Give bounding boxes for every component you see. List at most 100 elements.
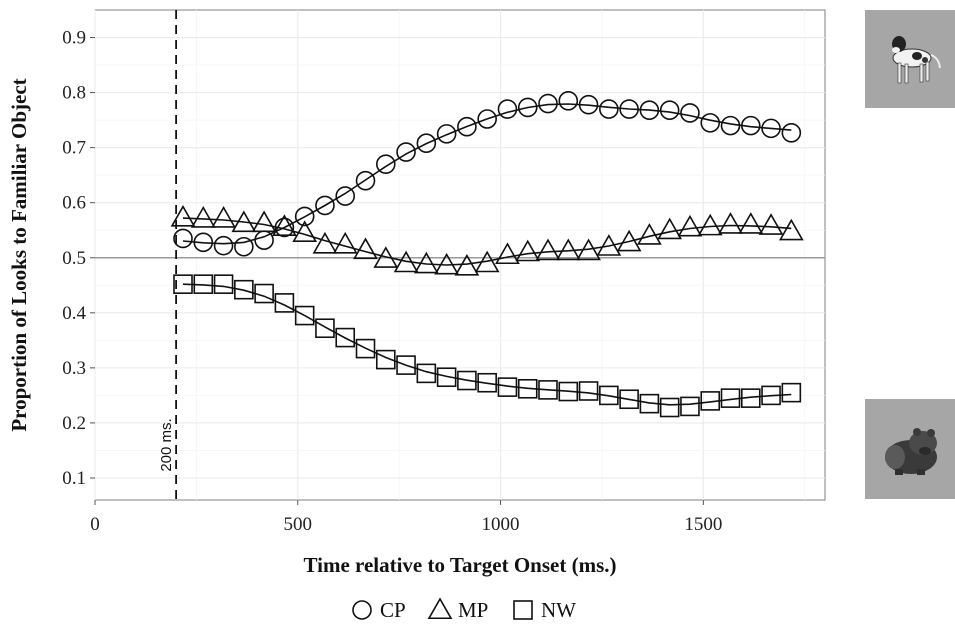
legend-marker-nw [513, 600, 533, 620]
data-point-mp [616, 229, 642, 252]
data-point-mp [474, 250, 500, 273]
data-point-nw [396, 355, 416, 375]
data-point-cp [335, 186, 356, 206]
y-tick-label: 0.8 [62, 83, 86, 104]
data-point-nw [558, 381, 579, 402]
y-axis-title: Proportion of Looks to Familiar Object [7, 78, 31, 431]
data-point-nw [436, 367, 457, 388]
data-point-cp [497, 99, 518, 119]
data-point-mp [272, 214, 297, 236]
series-line-nw [182, 283, 792, 406]
data-point-cp [375, 154, 396, 174]
data-point-cp [659, 100, 680, 121]
data-point-nw [720, 388, 741, 408]
data-point-nw [680, 396, 700, 417]
data-point-nw [700, 391, 721, 411]
data-point-mp [353, 237, 378, 260]
data-point-mp [718, 212, 743, 234]
y-tick-label: 0.4 [62, 303, 86, 324]
data-point-cp [396, 142, 416, 162]
legend-marker-cp [352, 600, 372, 620]
data-point-cp [193, 232, 214, 253]
x-tick-label: 0 [90, 514, 100, 535]
data-point-mp [697, 213, 723, 236]
legend-label-cp: CP [380, 598, 406, 622]
wombat-icon [885, 428, 937, 475]
data-point-mp [373, 246, 399, 268]
novel-object-image [865, 399, 955, 499]
data-point-cp [599, 99, 619, 119]
data-point-cp [173, 228, 193, 249]
data-point-mp [495, 242, 520, 265]
data-point-cp [477, 109, 497, 129]
data-point-mp [170, 204, 196, 227]
legend-marker-mp [427, 597, 453, 620]
data-point-nw [213, 274, 234, 294]
reference-vline-label: 200 ms. [158, 418, 175, 471]
reference-lines: 200 ms. [95, 10, 825, 500]
data-point-nw [619, 389, 639, 410]
data-point-nw [538, 380, 558, 400]
data-point-cp [315, 195, 335, 216]
series-cp [173, 91, 802, 257]
y-tick-label: 0.2 [62, 413, 86, 434]
data-point-mp [292, 220, 318, 243]
x-tick-label: 1500 [684, 514, 722, 535]
data-point-nw [781, 382, 802, 403]
data-point-nw [457, 370, 477, 391]
series-line-cp [182, 103, 792, 245]
series-group [170, 91, 804, 418]
legend-label-mp: MP [458, 598, 488, 622]
data-point-nw [761, 385, 781, 406]
data-point-nw [416, 363, 437, 384]
data-point-cp [720, 115, 741, 136]
data-point-mp [515, 239, 541, 262]
y-tick-label: 0.6 [62, 193, 86, 214]
y-tick-label: 0.3 [62, 358, 86, 379]
y-tick-label: 0.1 [62, 468, 86, 489]
data-point-nw [599, 385, 619, 406]
data-point-mp [454, 253, 480, 276]
data-point-nw [497, 377, 518, 397]
data-point-nw [173, 274, 193, 294]
data-point-mp [251, 210, 277, 233]
data-point-cp [680, 103, 700, 123]
data-point-mp [738, 212, 764, 234]
data-point-cp [436, 124, 457, 144]
y-tick-label: 0.5 [62, 248, 86, 269]
data-point-nw [234, 279, 254, 300]
axis-ticks: 0 500 1000 1500 0.1 0.2 0.3 0.4 0.5 0.6 0.7 0.8 0.9 [62, 28, 722, 535]
data-point-nw [517, 378, 538, 399]
data-point-cp [294, 206, 315, 227]
data-point-mp [434, 252, 459, 275]
data-point-nw [578, 381, 599, 401]
data-point-mp [190, 206, 216, 228]
data-point-mp [393, 250, 419, 273]
data-point-cp [538, 93, 558, 114]
data-point-nw [274, 293, 295, 313]
data-point-cp [355, 170, 376, 191]
x-axis-title: Time relative to Target Onset (ms.) [303, 553, 616, 577]
data-point-cp [619, 99, 639, 119]
data-point-cp [578, 94, 599, 115]
data-point-mp [778, 218, 804, 241]
y-tick-label: 0.7 [62, 138, 86, 159]
data-point-nw [193, 274, 214, 294]
data-point-mp [637, 223, 662, 245]
grid-lines [94, 10, 825, 500]
data-point-nw [315, 318, 335, 339]
data-point-cp [416, 133, 437, 154]
data-point-cp [234, 236, 254, 257]
data-point-cp [761, 118, 781, 139]
data-point-mp [657, 217, 683, 240]
data-point-mp [596, 234, 622, 256]
x-tick-label: 1000 [482, 514, 520, 535]
data-point-cp [558, 91, 579, 111]
series-line-mp [182, 217, 792, 266]
legend-label-nw: NW [541, 598, 576, 622]
data-point-mp [758, 213, 784, 235]
data-point-cp [740, 115, 761, 136]
legend: CP MP NW [352, 597, 576, 622]
data-point-cp [700, 113, 721, 133]
data-point-nw [659, 397, 680, 418]
